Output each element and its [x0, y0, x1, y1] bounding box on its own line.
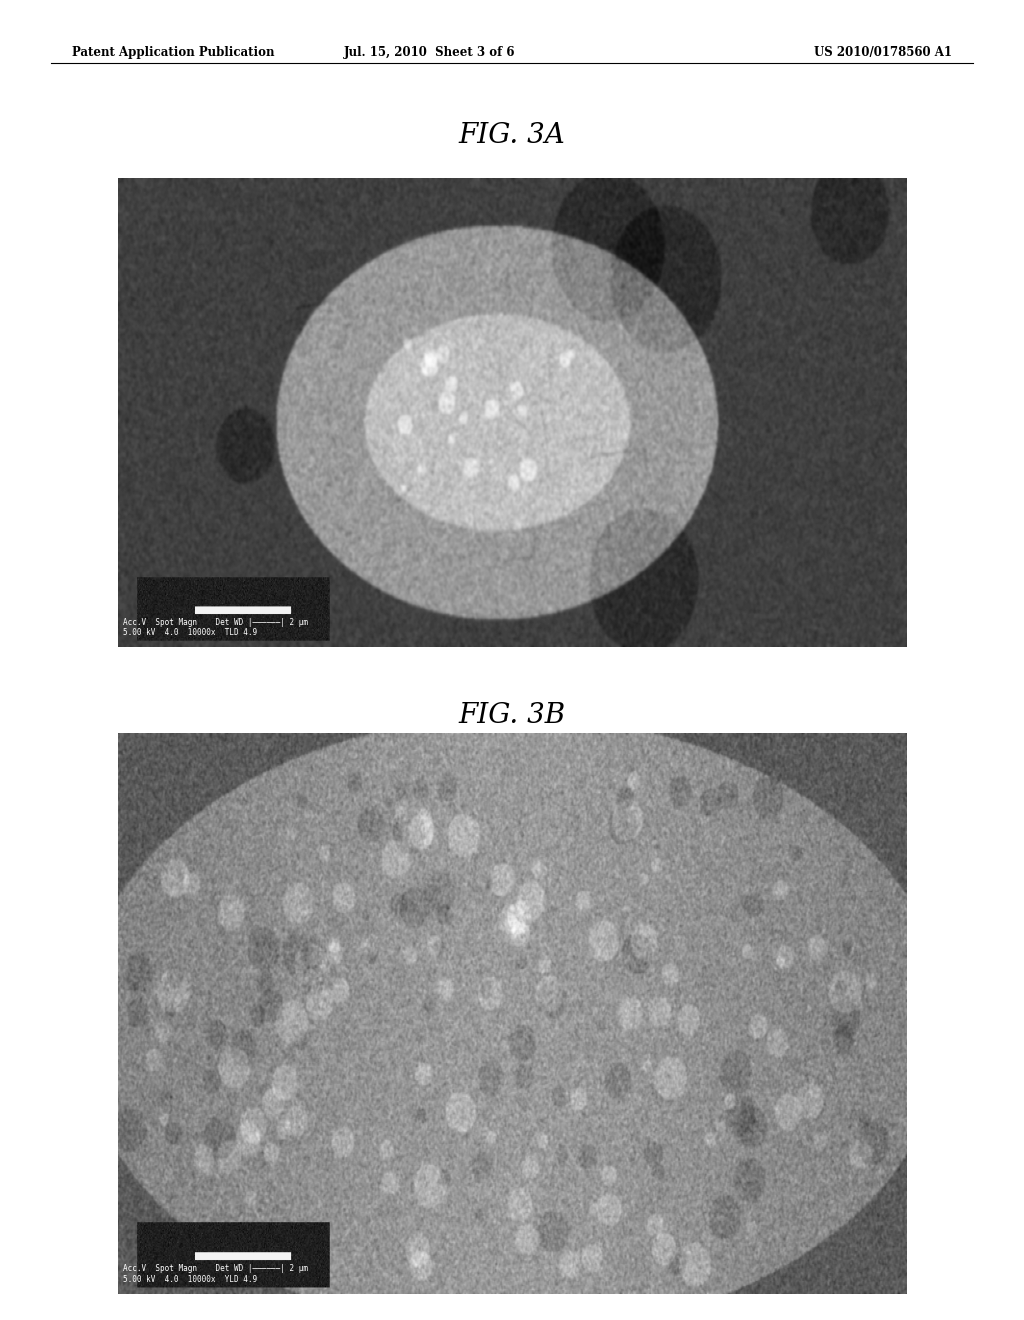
Text: Acc.V  Spot Magn    Det WD |——————| 2 μm
5.00 kV  4.0  10000x  TLD 4.9: Acc.V Spot Magn Det WD |——————| 2 μm 5.0… [123, 618, 308, 638]
Text: Acc.V  Spot Magn    Det WD |——————| 2 μm
5.00 kV  4.0  10000x  YLD 4.9: Acc.V Spot Magn Det WD |——————| 2 μm 5.0… [123, 1265, 308, 1284]
Text: US 2010/0178560 A1: US 2010/0178560 A1 [814, 46, 952, 59]
Text: Patent Application Publication: Patent Application Publication [72, 46, 274, 59]
Text: Jul. 15, 2010  Sheet 3 of 6: Jul. 15, 2010 Sheet 3 of 6 [344, 46, 516, 59]
Text: FIG. 3B: FIG. 3B [459, 702, 565, 729]
Text: FIG. 3A: FIG. 3A [459, 123, 565, 149]
